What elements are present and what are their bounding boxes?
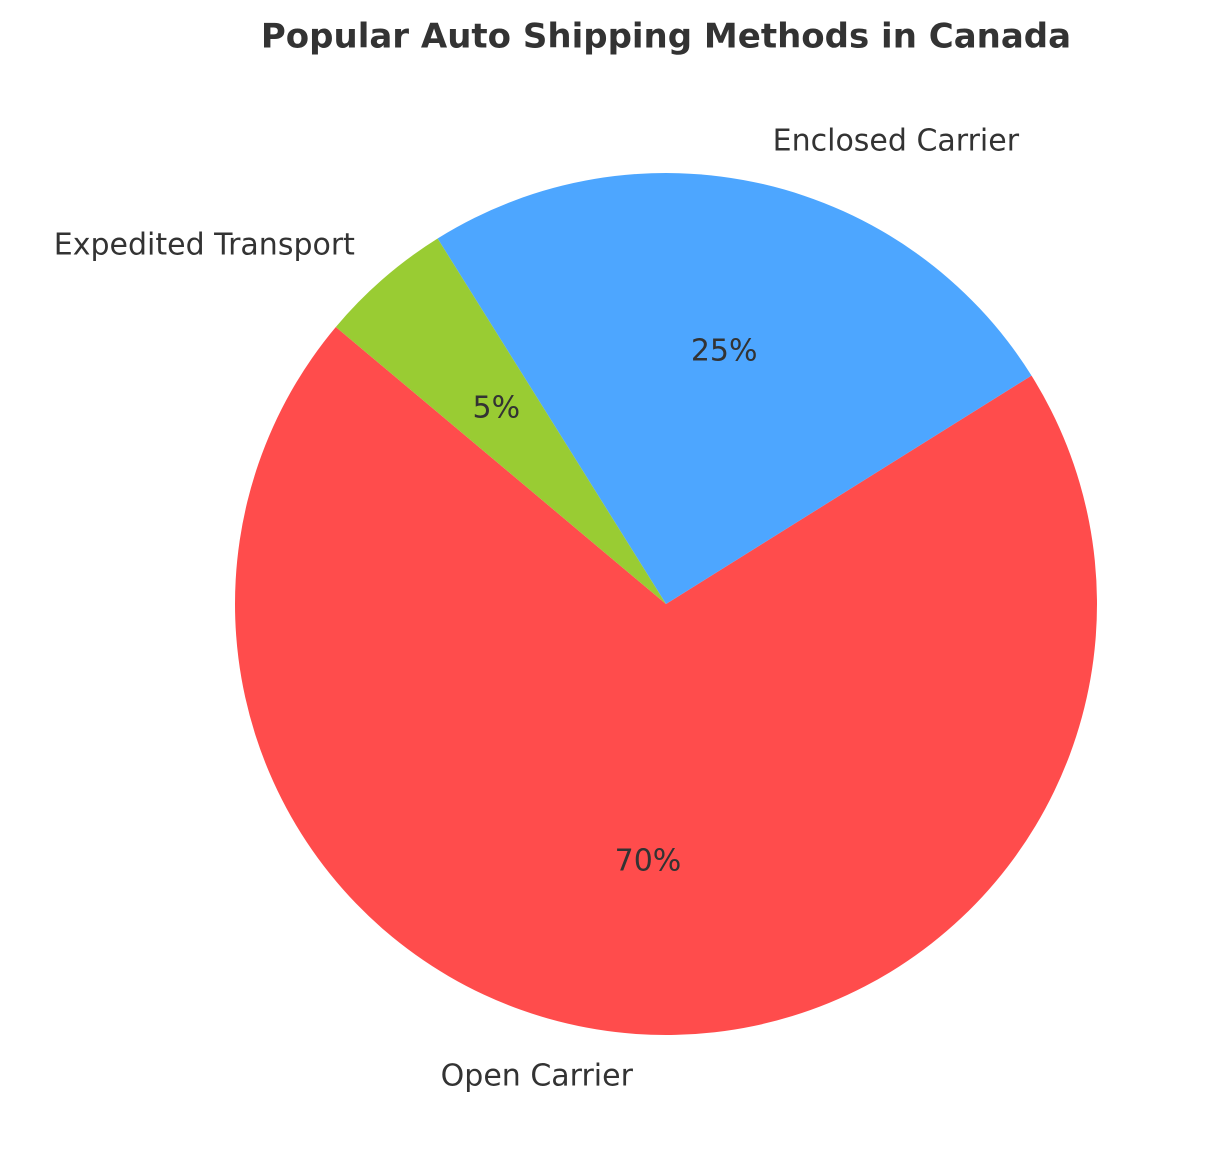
pie-slice: [234, 326, 1097, 1036]
value-label: 25%: [691, 334, 758, 369]
value-label: 70%: [615, 843, 682, 878]
pie-slice: [437, 173, 1032, 605]
pie-slice: [335, 238, 666, 604]
slice-label: Enclosed Carrier: [773, 124, 1020, 159]
slice-label: Open Carrier: [441, 1058, 634, 1093]
chart-title: Popular Auto Shipping Methods in Canada: [261, 17, 1071, 57]
slice-label: Expedited Transport: [54, 228, 355, 263]
value-label: 5%: [473, 390, 521, 425]
